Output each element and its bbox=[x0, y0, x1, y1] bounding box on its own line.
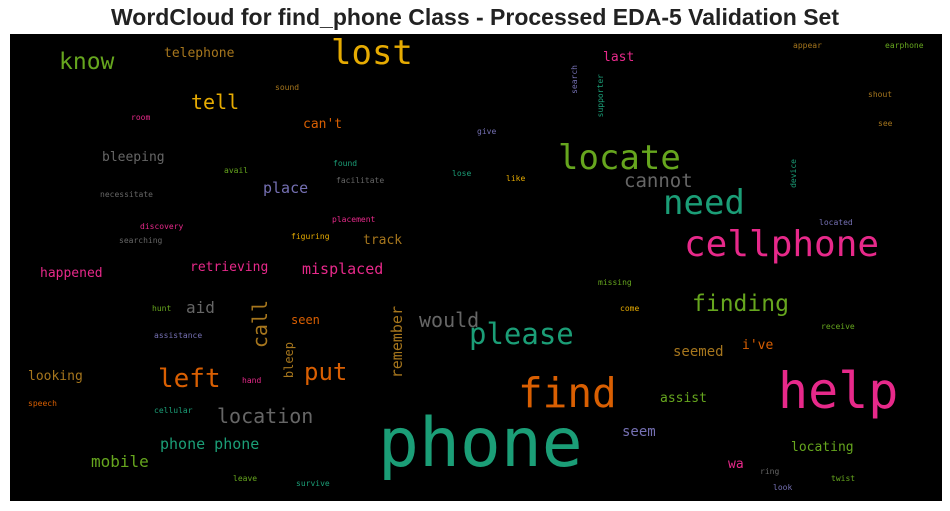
cloud-word-find: find bbox=[518, 369, 617, 417]
cloud-word-can-t: can't bbox=[303, 117, 343, 132]
cloud-word-leave: leave bbox=[233, 474, 258, 483]
cloud-word-phone-phone: phone phone bbox=[160, 435, 260, 453]
cloud-word-shout: shout bbox=[868, 90, 893, 99]
cloud-word-happened: happened bbox=[40, 266, 103, 281]
cloud-word-hand: hand bbox=[242, 376, 262, 385]
cloud-word-finding: finding bbox=[692, 291, 789, 317]
cloud-word-found: found bbox=[333, 159, 358, 168]
cloud-word-appear: appear bbox=[793, 41, 822, 50]
cloud-word-seem: seem bbox=[622, 424, 656, 440]
cloud-word-need: need bbox=[663, 183, 745, 223]
cloud-word-call: call bbox=[248, 300, 272, 349]
cloud-word-survive: survive bbox=[296, 479, 330, 488]
cloud-word-retrieving: retrieving bbox=[190, 260, 269, 275]
cloud-word-tell: tell bbox=[191, 90, 240, 114]
cloud-word-earphone: earphone bbox=[885, 41, 924, 50]
cloud-word-look: look bbox=[773, 483, 793, 492]
cloud-word-know: know bbox=[59, 49, 115, 75]
chart-title: WordCloud for find_phone Class - Process… bbox=[110, 4, 839, 30]
cloud-word-missing: missing bbox=[598, 278, 632, 287]
cloud-word-ring: ring bbox=[760, 467, 780, 476]
cloud-word-figuring: figuring bbox=[291, 232, 330, 241]
cloud-word-phone: phone bbox=[378, 404, 583, 483]
cloud-word-twist: twist bbox=[831, 474, 856, 483]
cloud-word-locate: locate bbox=[558, 138, 681, 178]
cloud-word-hunt: hunt bbox=[152, 304, 172, 313]
cloud-word-placement: placement bbox=[332, 215, 376, 224]
cloud-word-device: device bbox=[789, 159, 798, 188]
cloud-word-assist: assist bbox=[660, 391, 707, 406]
cloud-word-necessitate: necessitate bbox=[100, 190, 153, 199]
cloud-word-remember: remember bbox=[388, 306, 406, 379]
wordcloud-canvas: phone help find cellphone lost locate need plea… bbox=[10, 34, 942, 501]
cloud-word-room: room bbox=[131, 113, 151, 122]
cloud-word-like: like bbox=[506, 174, 526, 183]
cloud-word-mobile: mobile bbox=[91, 452, 149, 471]
cloud-word-lost: lost bbox=[331, 34, 413, 73]
cloud-word-give: give bbox=[477, 127, 497, 136]
cloud-word-searching: searching bbox=[119, 236, 163, 245]
cloud-word-discovery: discovery bbox=[140, 222, 184, 231]
cloud-word-cellphone: cellphone bbox=[684, 224, 880, 265]
cloud-word-put: put bbox=[304, 358, 348, 386]
cloud-word-seen: seen bbox=[291, 313, 320, 327]
cloud-word-wa: wa bbox=[728, 457, 744, 472]
cloud-word-seemed: seemed bbox=[673, 344, 724, 360]
cloud-word-telephone: telephone bbox=[164, 46, 235, 61]
cloud-word-i-ve: i've bbox=[742, 338, 774, 353]
cloud-word-speech: speech bbox=[28, 399, 57, 408]
cloud-word-help: help bbox=[778, 362, 899, 420]
cloud-word-track: track bbox=[363, 233, 403, 248]
cloud-word-location: location bbox=[217, 404, 314, 428]
cloud-word-cannot: cannot bbox=[624, 170, 693, 192]
cloud-word-bleep: bleep bbox=[282, 342, 296, 379]
cloud-word-bleeping: bleeping bbox=[102, 150, 165, 165]
cloud-word-come: come bbox=[620, 304, 640, 313]
cloud-word-assistance: assistance bbox=[154, 331, 203, 340]
cloud-word-left: left bbox=[158, 364, 221, 394]
cloud-word-supporter: supporter bbox=[596, 74, 605, 118]
cloud-word-lose: lose bbox=[452, 169, 472, 178]
cloud-word-misplaced: misplaced bbox=[302, 260, 384, 278]
cloud-word-locating: locating bbox=[791, 440, 854, 455]
cloud-word-located: located bbox=[819, 218, 853, 227]
cloud-word-looking: looking bbox=[28, 369, 83, 384]
cloud-word-place: place bbox=[263, 179, 309, 197]
cloud-word-would: would bbox=[419, 308, 480, 332]
cloud-word-cellular: cellular bbox=[154, 406, 193, 415]
cloud-word-sound: sound bbox=[275, 83, 300, 92]
cloud-word-avail: avail bbox=[224, 166, 249, 175]
cloud-word-facilitate: facilitate bbox=[336, 176, 385, 185]
cloud-word-receive: receive bbox=[821, 322, 855, 331]
cloud-word-aid: aid bbox=[186, 298, 215, 317]
cloud-word-last: last bbox=[603, 50, 635, 65]
cloud-word-please: please bbox=[469, 317, 574, 351]
cloud-word-search: search bbox=[570, 65, 579, 94]
cloud-word-see: see bbox=[878, 119, 893, 128]
